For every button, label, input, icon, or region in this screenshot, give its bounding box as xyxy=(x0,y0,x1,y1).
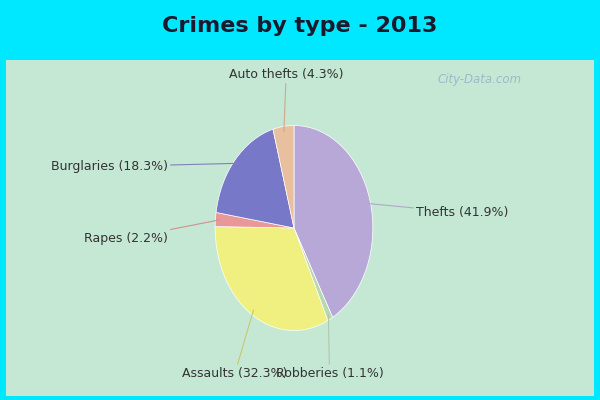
Wedge shape xyxy=(273,126,294,228)
Wedge shape xyxy=(215,212,294,228)
Text: Robberies (1.1%): Robberies (1.1%) xyxy=(275,314,383,380)
Text: City-Data.com: City-Data.com xyxy=(438,74,522,86)
Text: Assaults (32.3%): Assaults (32.3%) xyxy=(182,310,287,380)
Wedge shape xyxy=(215,226,328,330)
Text: Burglaries (18.3%): Burglaries (18.3%) xyxy=(51,160,238,173)
Wedge shape xyxy=(294,228,332,321)
Text: Thefts (41.9%): Thefts (41.9%) xyxy=(367,203,509,219)
Text: Rapes (2.2%): Rapes (2.2%) xyxy=(84,220,220,245)
Wedge shape xyxy=(216,129,294,228)
Text: Crimes by type - 2013: Crimes by type - 2013 xyxy=(163,16,437,36)
Wedge shape xyxy=(294,126,373,317)
Text: Auto thefts (4.3%): Auto thefts (4.3%) xyxy=(229,68,343,132)
